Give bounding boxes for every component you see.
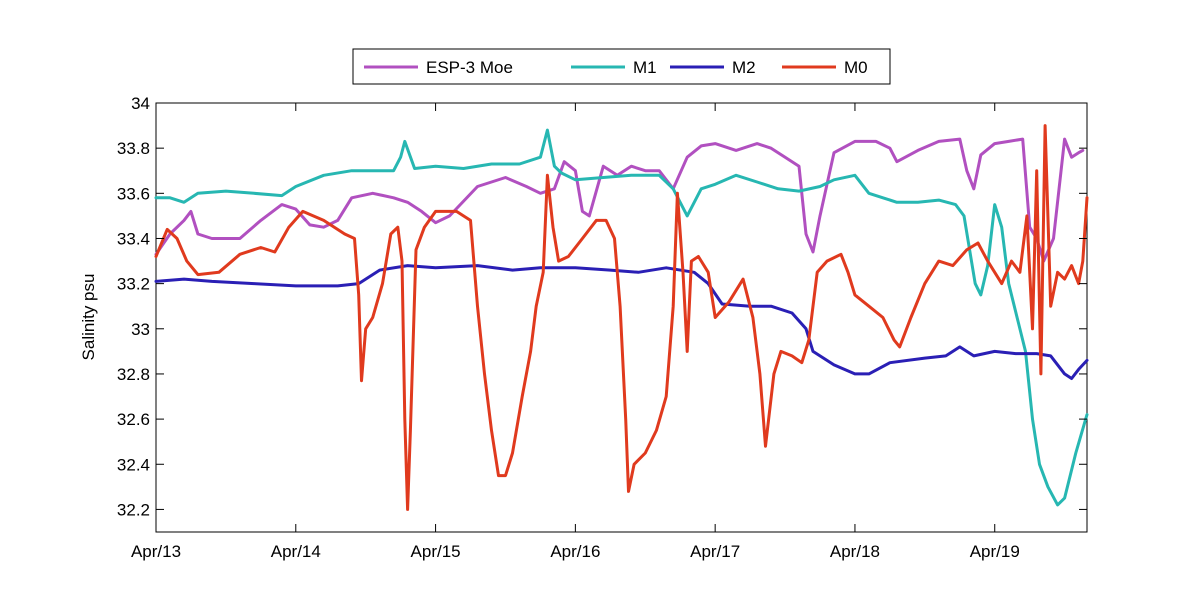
y-tick-label: 33.4 [117, 229, 150, 248]
y-tick-label: 34 [131, 94, 150, 113]
y-tick-label: 32.6 [117, 410, 150, 429]
x-axis-ticks: Apr/13 Apr/14 Apr/15 Apr/16 Apr/17 Apr/18 Apr/… [131, 103, 1020, 561]
y-tick-label: 32.8 [117, 365, 150, 384]
x-tick-label: Apr/13 [131, 542, 181, 561]
y-tick-label: 32.4 [117, 455, 150, 474]
legend-label-esp-3-moe: ESP-3 Moe [426, 58, 513, 77]
legend-items: ESP-3 Moe M1 M2 M0 [364, 58, 868, 77]
x-tick-label: Apr/14 [271, 542, 321, 561]
y-axis-label: Salinity psu [79, 274, 98, 361]
series-line-esp-3-moe [154, 137, 1085, 263]
x-tick-label: Apr/18 [830, 542, 880, 561]
x-tick-label: Apr/15 [411, 542, 461, 561]
x-tick-label: Apr/17 [690, 542, 740, 561]
y-tick-label: 33.8 [117, 139, 150, 158]
series-line-m1 [154, 128, 1089, 507]
y-axis-ticks: 32.2 32.4 32.6 32.8 33 33.2 33.4 33.6 33.8 34 [117, 94, 1087, 519]
legend-label-m2: M2 [732, 58, 756, 77]
legend-label-m1: M1 [633, 58, 657, 77]
y-tick-label: 32.2 [117, 500, 150, 519]
x-tick-label: Apr/19 [970, 542, 1020, 561]
y-tick-label: 33.2 [117, 275, 150, 294]
series-layer [154, 124, 1089, 511]
legend: ESP-3 Moe M1 M2 M0 [352, 48, 891, 85]
y-tick-label: 33.6 [117, 184, 150, 203]
legend-label-m0: M0 [844, 58, 868, 77]
y-tick-label: 33 [131, 320, 150, 339]
x-tick-label: Apr/16 [550, 542, 600, 561]
series-line-m0 [154, 124, 1089, 511]
